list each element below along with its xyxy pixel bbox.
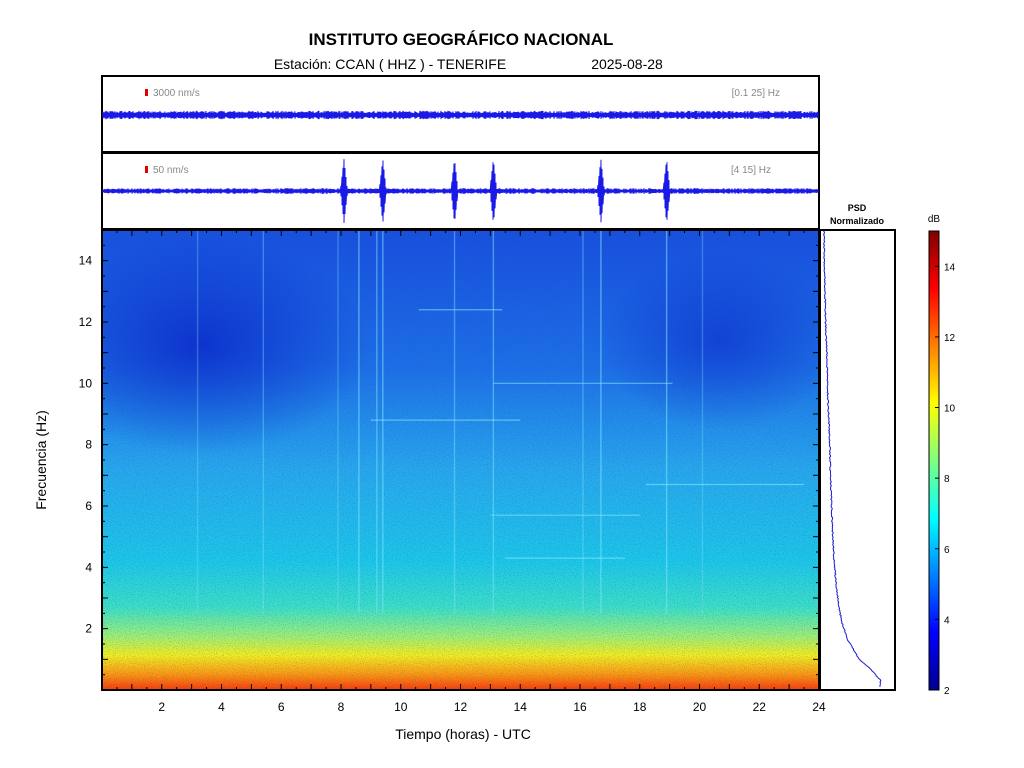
scale-label: 50 nm/s — [153, 165, 189, 176]
colorbar-tick-label: 8 — [944, 474, 950, 485]
x-tick-label: 18 — [633, 700, 647, 714]
filter-label: [4 15] Hz — [731, 165, 771, 176]
y-tick-label: 6 — [85, 499, 92, 513]
date-label: 2025-08-28 — [591, 56, 663, 72]
colorbar-tick-label: 4 — [944, 615, 950, 626]
colorbar-ticks: 2 4 6 8 10 12 14 — [935, 262, 956, 697]
x-tick-label: 6 — [278, 700, 285, 714]
colorbar-tick-label: 2 — [944, 686, 950, 697]
x-tick-label: 20 — [693, 700, 707, 714]
x-axis: 2 4 6 8 10 12 14 16 18 20 22 24 — [101, 230, 826, 714]
x-tick-label: 22 — [753, 700, 767, 714]
psd-subtitle: Normalizado — [830, 216, 885, 226]
scale-bar-marker — [145, 166, 148, 173]
psd-panel: PSD Normalizado — [819, 203, 896, 691]
y-axis: 2 4 6 8 10 12 14 — [79, 229, 819, 676]
colorbar-tick-label: 10 — [944, 404, 956, 415]
colorbar-tick-label: 12 — [944, 333, 956, 344]
colorbar-tick-label: 6 — [944, 545, 950, 556]
colorbar: dB 2 4 6 8 10 12 14 — [928, 214, 956, 697]
scale-bar-marker — [145, 89, 148, 96]
y-tick-label: 8 — [85, 438, 92, 452]
x-tick-label: 8 — [338, 700, 345, 714]
x-axis-label: Tiempo (horas) - UTC — [395, 726, 531, 742]
scale-label: 3000 nm/s — [153, 88, 200, 99]
x-tick-label: 2 — [158, 700, 165, 714]
seismogram-trace — [102, 110, 819, 120]
psd-title: PSD — [848, 203, 867, 213]
colorbar-tick-label: 14 — [944, 262, 956, 273]
y-tick-label: 14 — [79, 254, 93, 268]
x-tick-label: 10 — [394, 700, 408, 714]
psd-curve — [822, 230, 882, 687]
y-tick-label: 12 — [79, 315, 93, 329]
spectral-lines — [196, 230, 805, 614]
x-tick-label: 14 — [514, 700, 528, 714]
x-tick-label: 4 — [218, 700, 225, 714]
x-tick-label: 12 — [454, 700, 468, 714]
seismogram-panel-filtered: 50 nm/s [4 15] Hz — [101, 152, 820, 230]
colorbar-unit: dB — [928, 214, 941, 225]
x-tick-label: 24 — [812, 700, 826, 714]
seismogram-panel-broadband: 3000 nm/s [0.1 25] Hz — [101, 75, 820, 153]
y-tick-label: 2 — [85, 622, 92, 636]
x-tick-label: 16 — [573, 700, 587, 714]
y-axis-label: Frecuencia (Hz) — [33, 410, 49, 510]
y-tick-label: 10 — [79, 376, 93, 390]
figure-title: INSTITUTO GEOGRÁFICO NACIONAL — [309, 30, 614, 49]
seismogram-trace — [102, 159, 819, 223]
filter-label: [0.1 25] Hz — [732, 88, 780, 99]
y-tick-label: 4 — [85, 560, 92, 574]
station-label: Estación: CCAN ( HHZ ) - TENERIFE — [274, 56, 506, 72]
